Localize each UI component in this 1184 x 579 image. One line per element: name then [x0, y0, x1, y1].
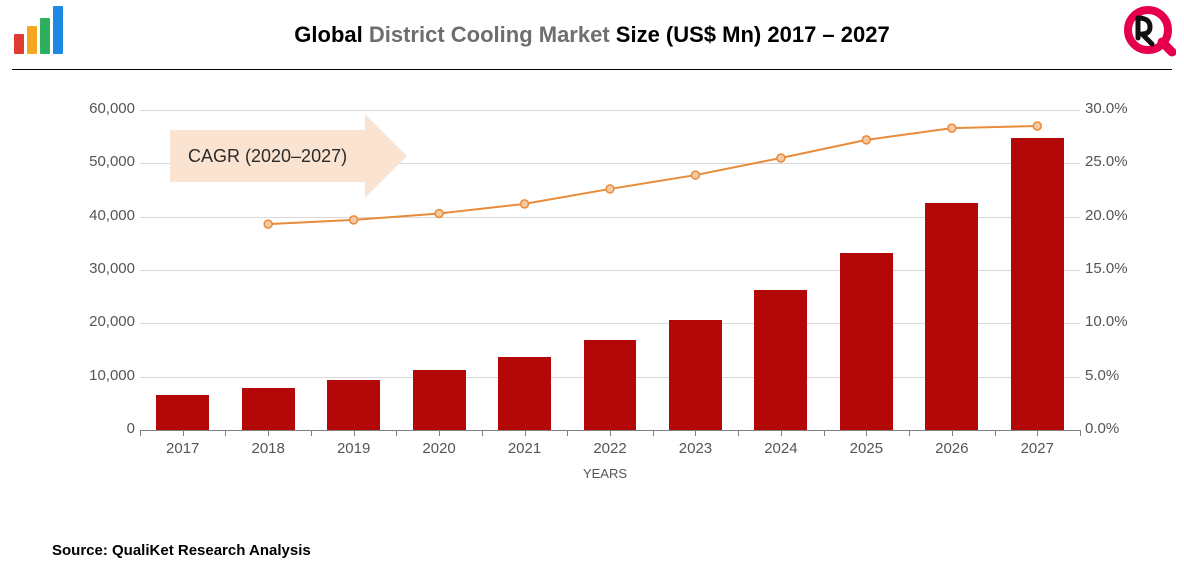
line-marker	[606, 185, 614, 193]
logo-bar	[27, 26, 37, 54]
page-title: Global District Cooling Market Size (US$…	[12, 22, 1172, 48]
line-marker	[862, 136, 870, 144]
x-label: 2018	[251, 440, 284, 457]
brand-logo-icon	[1120, 4, 1176, 65]
x-tick	[952, 430, 953, 436]
cagr-label: CAGR (2020–2027)	[170, 130, 365, 182]
logo-bar	[40, 18, 50, 54]
title-mid: District Cooling Market	[369, 22, 610, 47]
title-post: Size (US$ Mn) 2017 – 2027	[610, 22, 890, 47]
x-tick	[225, 430, 226, 436]
x-tick	[781, 430, 782, 436]
y-right-label: 0.0%	[1085, 420, 1145, 437]
x-tick	[738, 430, 739, 436]
x-label: 2027	[1021, 440, 1054, 457]
x-label: 2025	[850, 440, 883, 457]
logo-bar	[14, 34, 24, 54]
x-tick	[995, 430, 996, 436]
market-size-chart: CAGR (2020–2027) 0 10,000 20,000 30,000 40,0…	[60, 100, 1150, 500]
x-axis-title: YEARS	[583, 466, 627, 481]
x-tick	[1080, 430, 1081, 436]
title-pre: Global	[294, 22, 369, 47]
y-left-label: 30,000	[65, 260, 135, 277]
line-marker	[691, 171, 699, 179]
x-label: 2020	[422, 440, 455, 457]
y-right-label: 25.0%	[1085, 153, 1145, 170]
x-label: 2022	[593, 440, 626, 457]
x-label: 2017	[166, 440, 199, 457]
y-left-label: 20,000	[65, 313, 135, 330]
logo-barchart-icon	[14, 6, 63, 54]
x-tick	[567, 430, 568, 436]
x-tick	[268, 430, 269, 436]
y-right-label: 5.0%	[1085, 367, 1145, 384]
x-tick	[439, 430, 440, 436]
x-tick	[1037, 430, 1038, 436]
x-label: 2019	[337, 440, 370, 457]
line-marker	[777, 154, 785, 162]
x-tick	[695, 430, 696, 436]
logo-bar	[53, 6, 63, 54]
y-right-label: 30.0%	[1085, 100, 1145, 117]
x-label: 2023	[679, 440, 712, 457]
line-marker	[264, 220, 272, 228]
x-label: 2021	[508, 440, 541, 457]
cagr-arrow: CAGR (2020–2027)	[170, 114, 407, 198]
y-left-label: 10,000	[65, 367, 135, 384]
line-marker	[350, 216, 358, 224]
x-tick	[140, 430, 141, 436]
line-marker	[948, 124, 956, 132]
line-marker	[435, 209, 443, 217]
y-left-label: 50,000	[65, 153, 135, 170]
source-note: Source: QualiKet Research Analysis	[52, 542, 311, 559]
line-marker	[521, 200, 529, 208]
x-tick	[396, 430, 397, 436]
y-left-label: 40,000	[65, 207, 135, 224]
y-right-label: 15.0%	[1085, 260, 1145, 277]
x-label: 2026	[935, 440, 968, 457]
x-tick	[653, 430, 654, 436]
x-tick	[311, 430, 312, 436]
x-tick	[610, 430, 611, 436]
x-tick	[909, 430, 910, 436]
y-right-label: 10.0%	[1085, 313, 1145, 330]
y-right-label: 20.0%	[1085, 207, 1145, 224]
y-left-label: 60,000	[65, 100, 135, 117]
x-tick	[824, 430, 825, 436]
x-tick	[866, 430, 867, 436]
x-tick	[183, 430, 184, 436]
x-tick	[482, 430, 483, 436]
header: Global District Cooling Market Size (US$…	[12, 0, 1172, 70]
x-tick	[525, 430, 526, 436]
x-tick	[354, 430, 355, 436]
y-left-label: 0	[65, 420, 135, 437]
x-label: 2024	[764, 440, 797, 457]
line-marker	[1033, 122, 1041, 130]
arrow-head-icon	[365, 114, 407, 198]
